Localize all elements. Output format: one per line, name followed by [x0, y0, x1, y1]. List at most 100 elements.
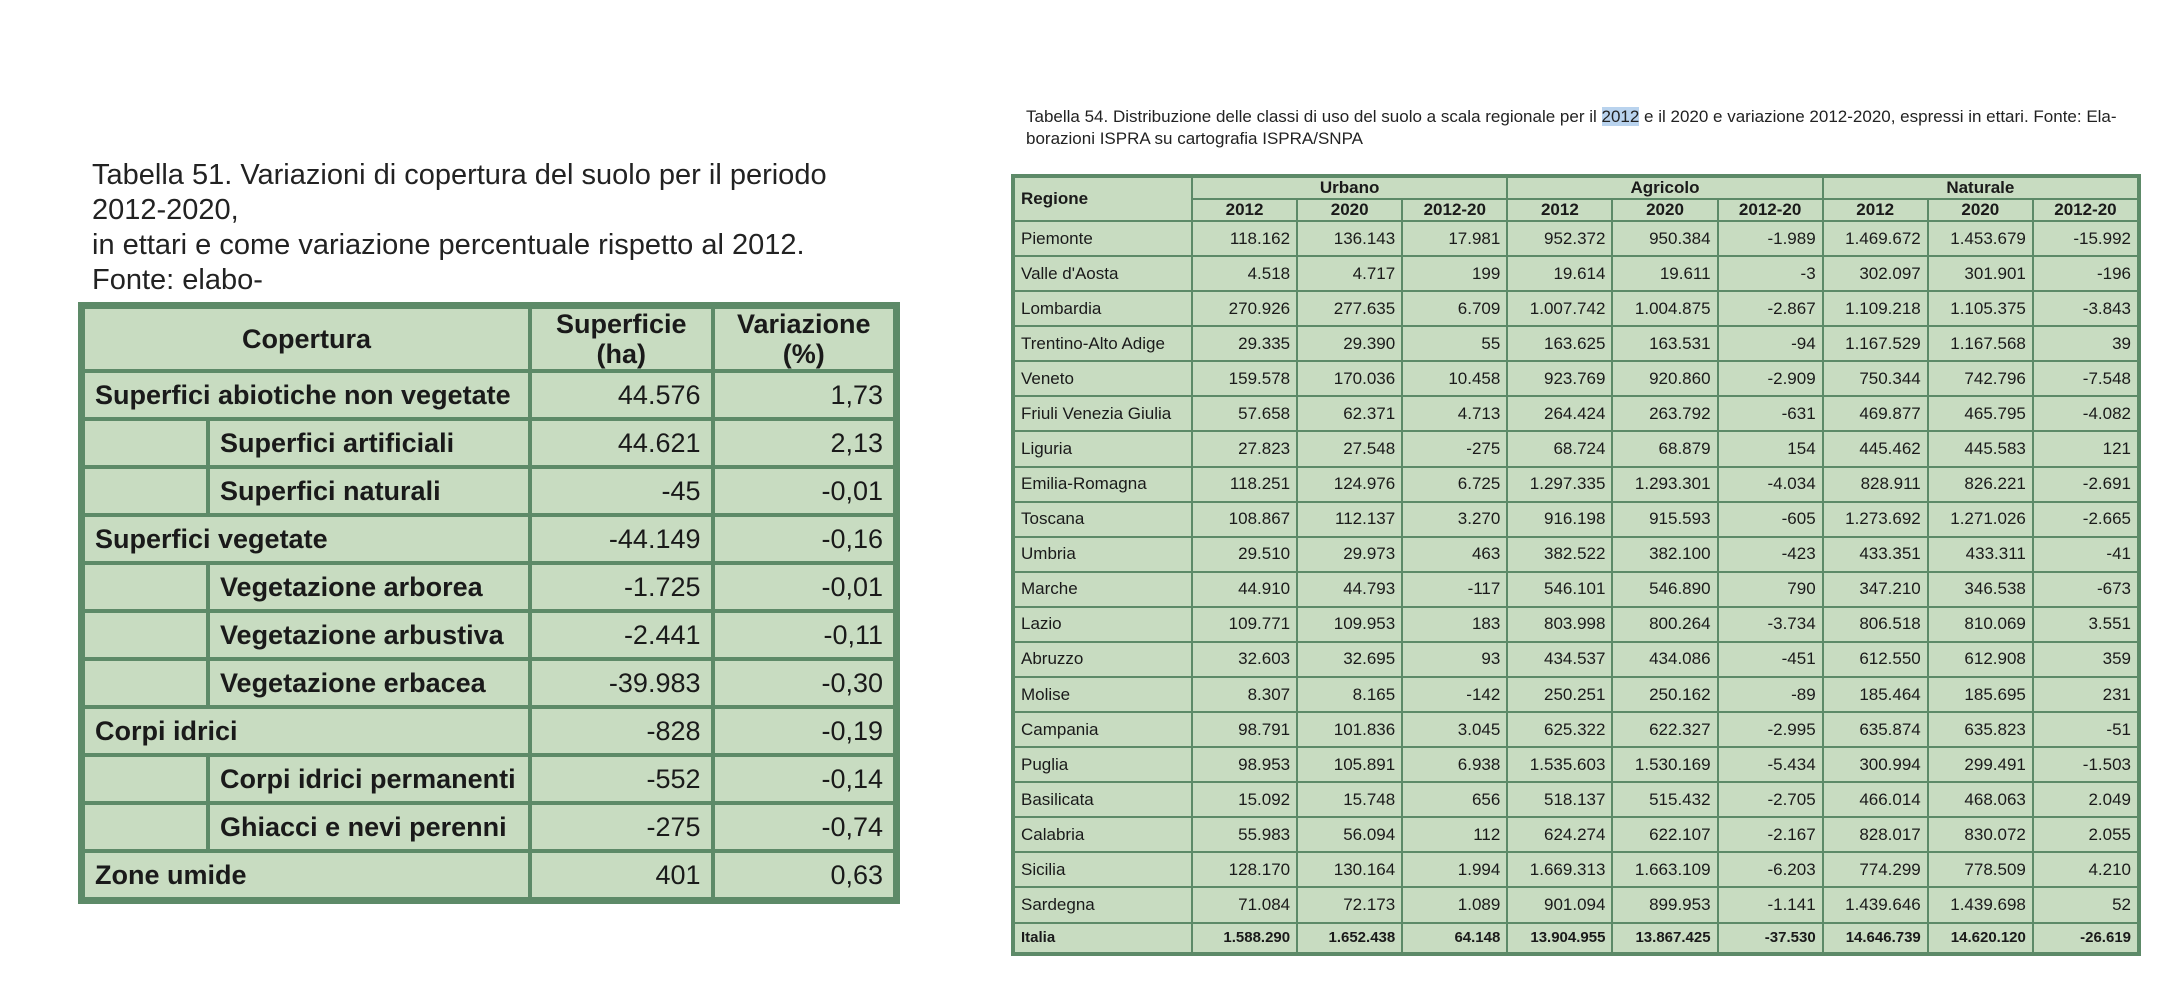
superficie-value: 44.576 [532, 373, 711, 417]
value-cell: 434.537 [1508, 642, 1612, 677]
superficie-value: -1.725 [532, 565, 711, 609]
value-cell: 382.522 [1508, 537, 1612, 571]
value-cell: 1.453.679 [1928, 222, 2032, 256]
superficie-value: -275 [532, 805, 711, 849]
copertura-sublabel: Vegetazione arbustiva [210, 613, 529, 657]
value-cell: 29.390 [1298, 327, 1402, 361]
value-cell: 515.432 [1613, 783, 1717, 817]
value-cell: 465.795 [1928, 397, 2032, 431]
regione-name: Lazio [1015, 607, 1191, 641]
value-cell: 622.327 [1613, 713, 1717, 747]
value-cell: 64.148 [1403, 923, 1507, 952]
table-54-row: Marche 44.910 44.793 -117 546.101 546.890 790 3… [1015, 572, 2137, 606]
variazione-value: -0,74 [714, 805, 893, 849]
value-cell: 44.793 [1298, 572, 1402, 606]
indent-cell [85, 805, 207, 849]
value-cell: 828.017 [1823, 818, 1927, 852]
value-cell: 14.620.120 [1928, 923, 2032, 952]
value-cell: 624.274 [1508, 818, 1612, 852]
value-cell: -117 [1403, 572, 1507, 606]
header-superficie: Superficie (ha) [532, 309, 711, 369]
value-cell: 6.709 [1403, 292, 1507, 326]
value-cell: 27.548 [1298, 432, 1402, 466]
value-cell: 1.007.742 [1508, 292, 1612, 326]
indent-cell [85, 613, 207, 657]
value-cell: 803.998 [1508, 607, 1612, 641]
value-cell: 4.518 [1193, 257, 1297, 291]
regione-name: Abruzzo [1015, 642, 1191, 677]
value-cell: 800.264 [1613, 607, 1717, 641]
value-cell: 15.748 [1298, 783, 1402, 817]
value-cell: -5.434 [1718, 748, 1822, 782]
value-cell: -4.034 [1718, 467, 1822, 501]
variazione-value: -0,16 [714, 517, 893, 561]
value-cell: 98.953 [1193, 748, 1297, 782]
regione-name: Molise [1015, 678, 1191, 712]
value-cell: 118.162 [1193, 222, 1297, 256]
table-54-subheader-row: 2012 2020 2012-20 2012 2020 2012-20 2012 2020 20… [1015, 200, 2137, 220]
value-cell: 546.101 [1508, 572, 1612, 606]
value-cell: 778.509 [1928, 853, 2032, 887]
value-cell: 346.538 [1928, 572, 2032, 606]
value-cell: 466.014 [1823, 783, 1927, 817]
value-cell: 71.084 [1193, 888, 1297, 922]
value-cell: -94 [1718, 327, 1822, 361]
value-cell: 62.371 [1298, 397, 1402, 431]
value-cell: 635.823 [1928, 713, 2032, 747]
table-51-row: Corpi idrici permanenti -552 -0,14 [85, 757, 893, 801]
value-cell: 612.550 [1823, 642, 1927, 677]
value-cell: 2.049 [2033, 783, 2137, 817]
value-cell: 1.293.301 [1613, 467, 1717, 501]
subheader-urbano-0: 2012 [1193, 200, 1297, 220]
caption-text-end: e il 2020 e variazione 2012-2020, espres… [1026, 107, 2117, 148]
value-cell: 4.210 [2033, 853, 2137, 887]
subheader-agricolo-0: 2012 [1508, 200, 1612, 220]
value-cell: 434.086 [1613, 642, 1717, 677]
value-cell: 1.530.169 [1613, 748, 1717, 782]
subheader-urbano-1: 2020 [1298, 200, 1402, 220]
value-cell: 806.518 [1823, 607, 1927, 641]
value-cell: 656 [1403, 783, 1507, 817]
regione-name: Trentino-Alto Adige [1015, 327, 1191, 361]
value-cell: -15.992 [2033, 222, 2137, 256]
value-cell: 109.771 [1193, 607, 1297, 641]
value-cell: 1.439.646 [1823, 888, 1927, 922]
caption-text-start: Tabella 54. Distribuzione delle classi d… [1026, 107, 1602, 126]
value-cell: -2.167 [1718, 818, 1822, 852]
value-cell: 915.593 [1613, 502, 1717, 536]
value-cell: 159.578 [1193, 362, 1297, 396]
indent-cell [85, 565, 207, 609]
header-copertura: Copertura [85, 309, 529, 369]
table-54-row: Friuli Venezia Giulia 57.658 62.371 4.713 26… [1015, 397, 2137, 431]
value-cell: 347.210 [1823, 572, 1927, 606]
value-cell: 3.551 [2033, 607, 2137, 641]
value-cell: 830.072 [1928, 818, 2032, 852]
table-51-row: Vegetazione arborea -1.725 -0,01 [85, 565, 893, 609]
value-cell: 52 [2033, 888, 2137, 922]
value-cell: 185.464 [1823, 678, 1927, 712]
value-cell: 826.221 [1928, 467, 2032, 501]
value-cell: 112.137 [1298, 502, 1402, 536]
value-cell: -1.503 [2033, 748, 2137, 782]
value-cell: 118.251 [1193, 467, 1297, 501]
variazione-value: -0,30 [714, 661, 893, 705]
table-54-group-header-row: Regione Urbano Agricolo Naturale [1015, 178, 2137, 220]
value-cell: -7.548 [2033, 362, 2137, 396]
value-cell: 920.860 [1613, 362, 1717, 396]
value-cell: 130.164 [1298, 853, 1402, 887]
value-cell: 2.055 [2033, 818, 2137, 852]
header-urbano: Urbano [1193, 178, 1507, 198]
table-54-row: Puglia 98.953 105.891 6.938 1.535.603 1.530.1… [1015, 748, 2137, 782]
value-cell: 136.143 [1298, 222, 1402, 256]
copertura-label: Corpi idrici [85, 709, 529, 753]
table-54-row: Valle d'Aosta 4.518 4.717 199 19.614 19.611 -3… [1015, 257, 2137, 291]
value-cell: -2.665 [2033, 502, 2137, 536]
table-51-row: Superfici abiotiche non vegetate 44.576 1,… [85, 373, 893, 417]
value-cell: 3.270 [1403, 502, 1507, 536]
value-cell: -451 [1718, 642, 1822, 677]
value-cell: 1.297.335 [1508, 467, 1612, 501]
value-cell: 950.384 [1613, 222, 1717, 256]
superficie-value: -39.983 [532, 661, 711, 705]
value-cell: 463 [1403, 537, 1507, 571]
value-cell: 163.625 [1508, 327, 1612, 361]
